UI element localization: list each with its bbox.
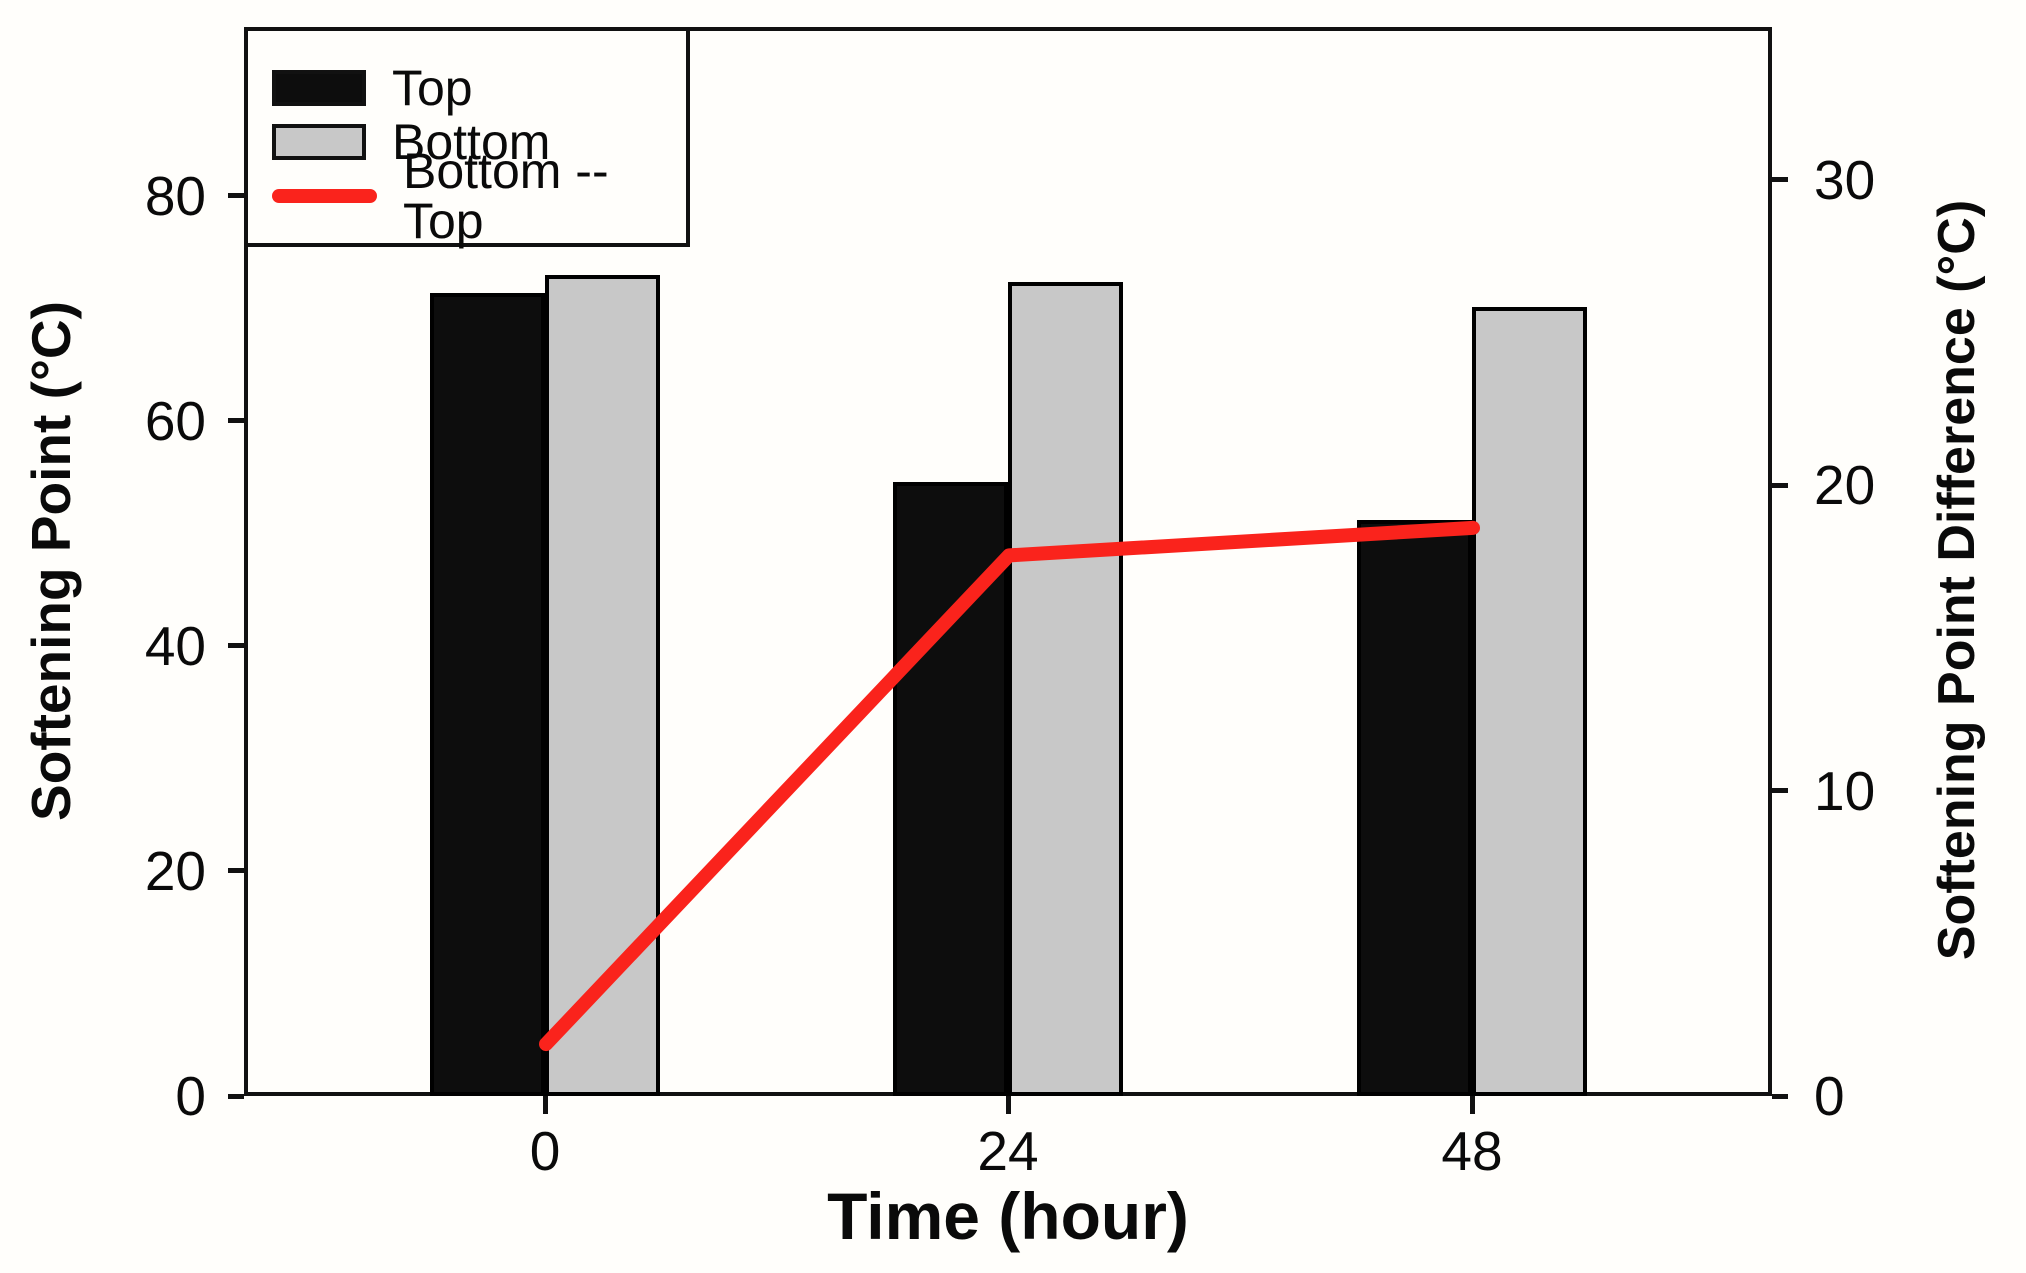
- x-axis-tick-label-24: 24: [977, 1120, 1039, 1182]
- left-axis-tick-label-20: 20: [144, 839, 206, 902]
- bar-top-0h: [430, 292, 545, 1096]
- bar-bottom-48h: [1472, 307, 1587, 1096]
- legend-label-bottom: Bottom: [392, 114, 551, 170]
- x-axis-tick-label-48: 48: [1441, 1120, 1503, 1182]
- bar-bottom-24h: [1008, 282, 1123, 1096]
- right-axis-tick-20: [1772, 482, 1788, 488]
- right-axis-tick-label-20: 20: [1814, 454, 1876, 517]
- left-axis-tick-label-0: 0: [175, 1065, 206, 1127]
- right-axis-tick-label-10: 10: [1814, 759, 1876, 822]
- x-axis-tick-label-0: 0: [529, 1120, 561, 1182]
- bar-top-48h: [1357, 519, 1472, 1096]
- left-axis-title: Softening Point (°C): [20, 301, 82, 821]
- legend-swatch-top-bar-icon: [272, 70, 366, 106]
- legend-swatch-bottom-bar-icon: [272, 124, 366, 160]
- x-axis-tick-48: [1469, 1096, 1475, 1114]
- left-axis-tick-80: [228, 193, 244, 199]
- legend-row-top: Top: [272, 63, 686, 113]
- left-axis-tick-40: [228, 643, 244, 649]
- legend-row-bottom: Bottom: [272, 117, 686, 167]
- left-axis-tick-label-80: 80: [144, 164, 206, 227]
- left-axis-tick-label-40: 40: [144, 614, 206, 677]
- x-axis-tick-24: [1005, 1096, 1011, 1114]
- left-axis-tick-0: [228, 1093, 244, 1099]
- right-axis-tick-30: [1772, 177, 1788, 183]
- right-axis-tick-0: [1772, 1093, 1788, 1099]
- legend: Top Bottom Bottom -- Top: [244, 27, 690, 247]
- legend-row-difference: Bottom -- Top: [272, 146, 686, 246]
- left-axis-tick-60: [228, 418, 244, 424]
- legend-line-swatch-icon: [272, 189, 377, 203]
- right-axis-tick-label-30: 30: [1814, 148, 1876, 211]
- left-axis-tick-label-60: 60: [144, 389, 206, 452]
- right-axis-tick-10: [1772, 788, 1788, 794]
- bar-top-24h: [893, 481, 1008, 1096]
- x-axis-tick-0: [542, 1096, 548, 1114]
- x-axis-title: Time (hour): [827, 1179, 1189, 1253]
- legend-label-top: Top: [392, 60, 473, 116]
- right-axis-title: Softening Point Difference (°C): [1928, 199, 1986, 961]
- bar-bottom-0h: [545, 274, 660, 1096]
- right-axis-tick-label-0: 0: [1814, 1065, 1845, 1127]
- legend-label-difference: Bottom -- Top: [403, 143, 609, 249]
- left-axis-tick-20: [228, 868, 244, 874]
